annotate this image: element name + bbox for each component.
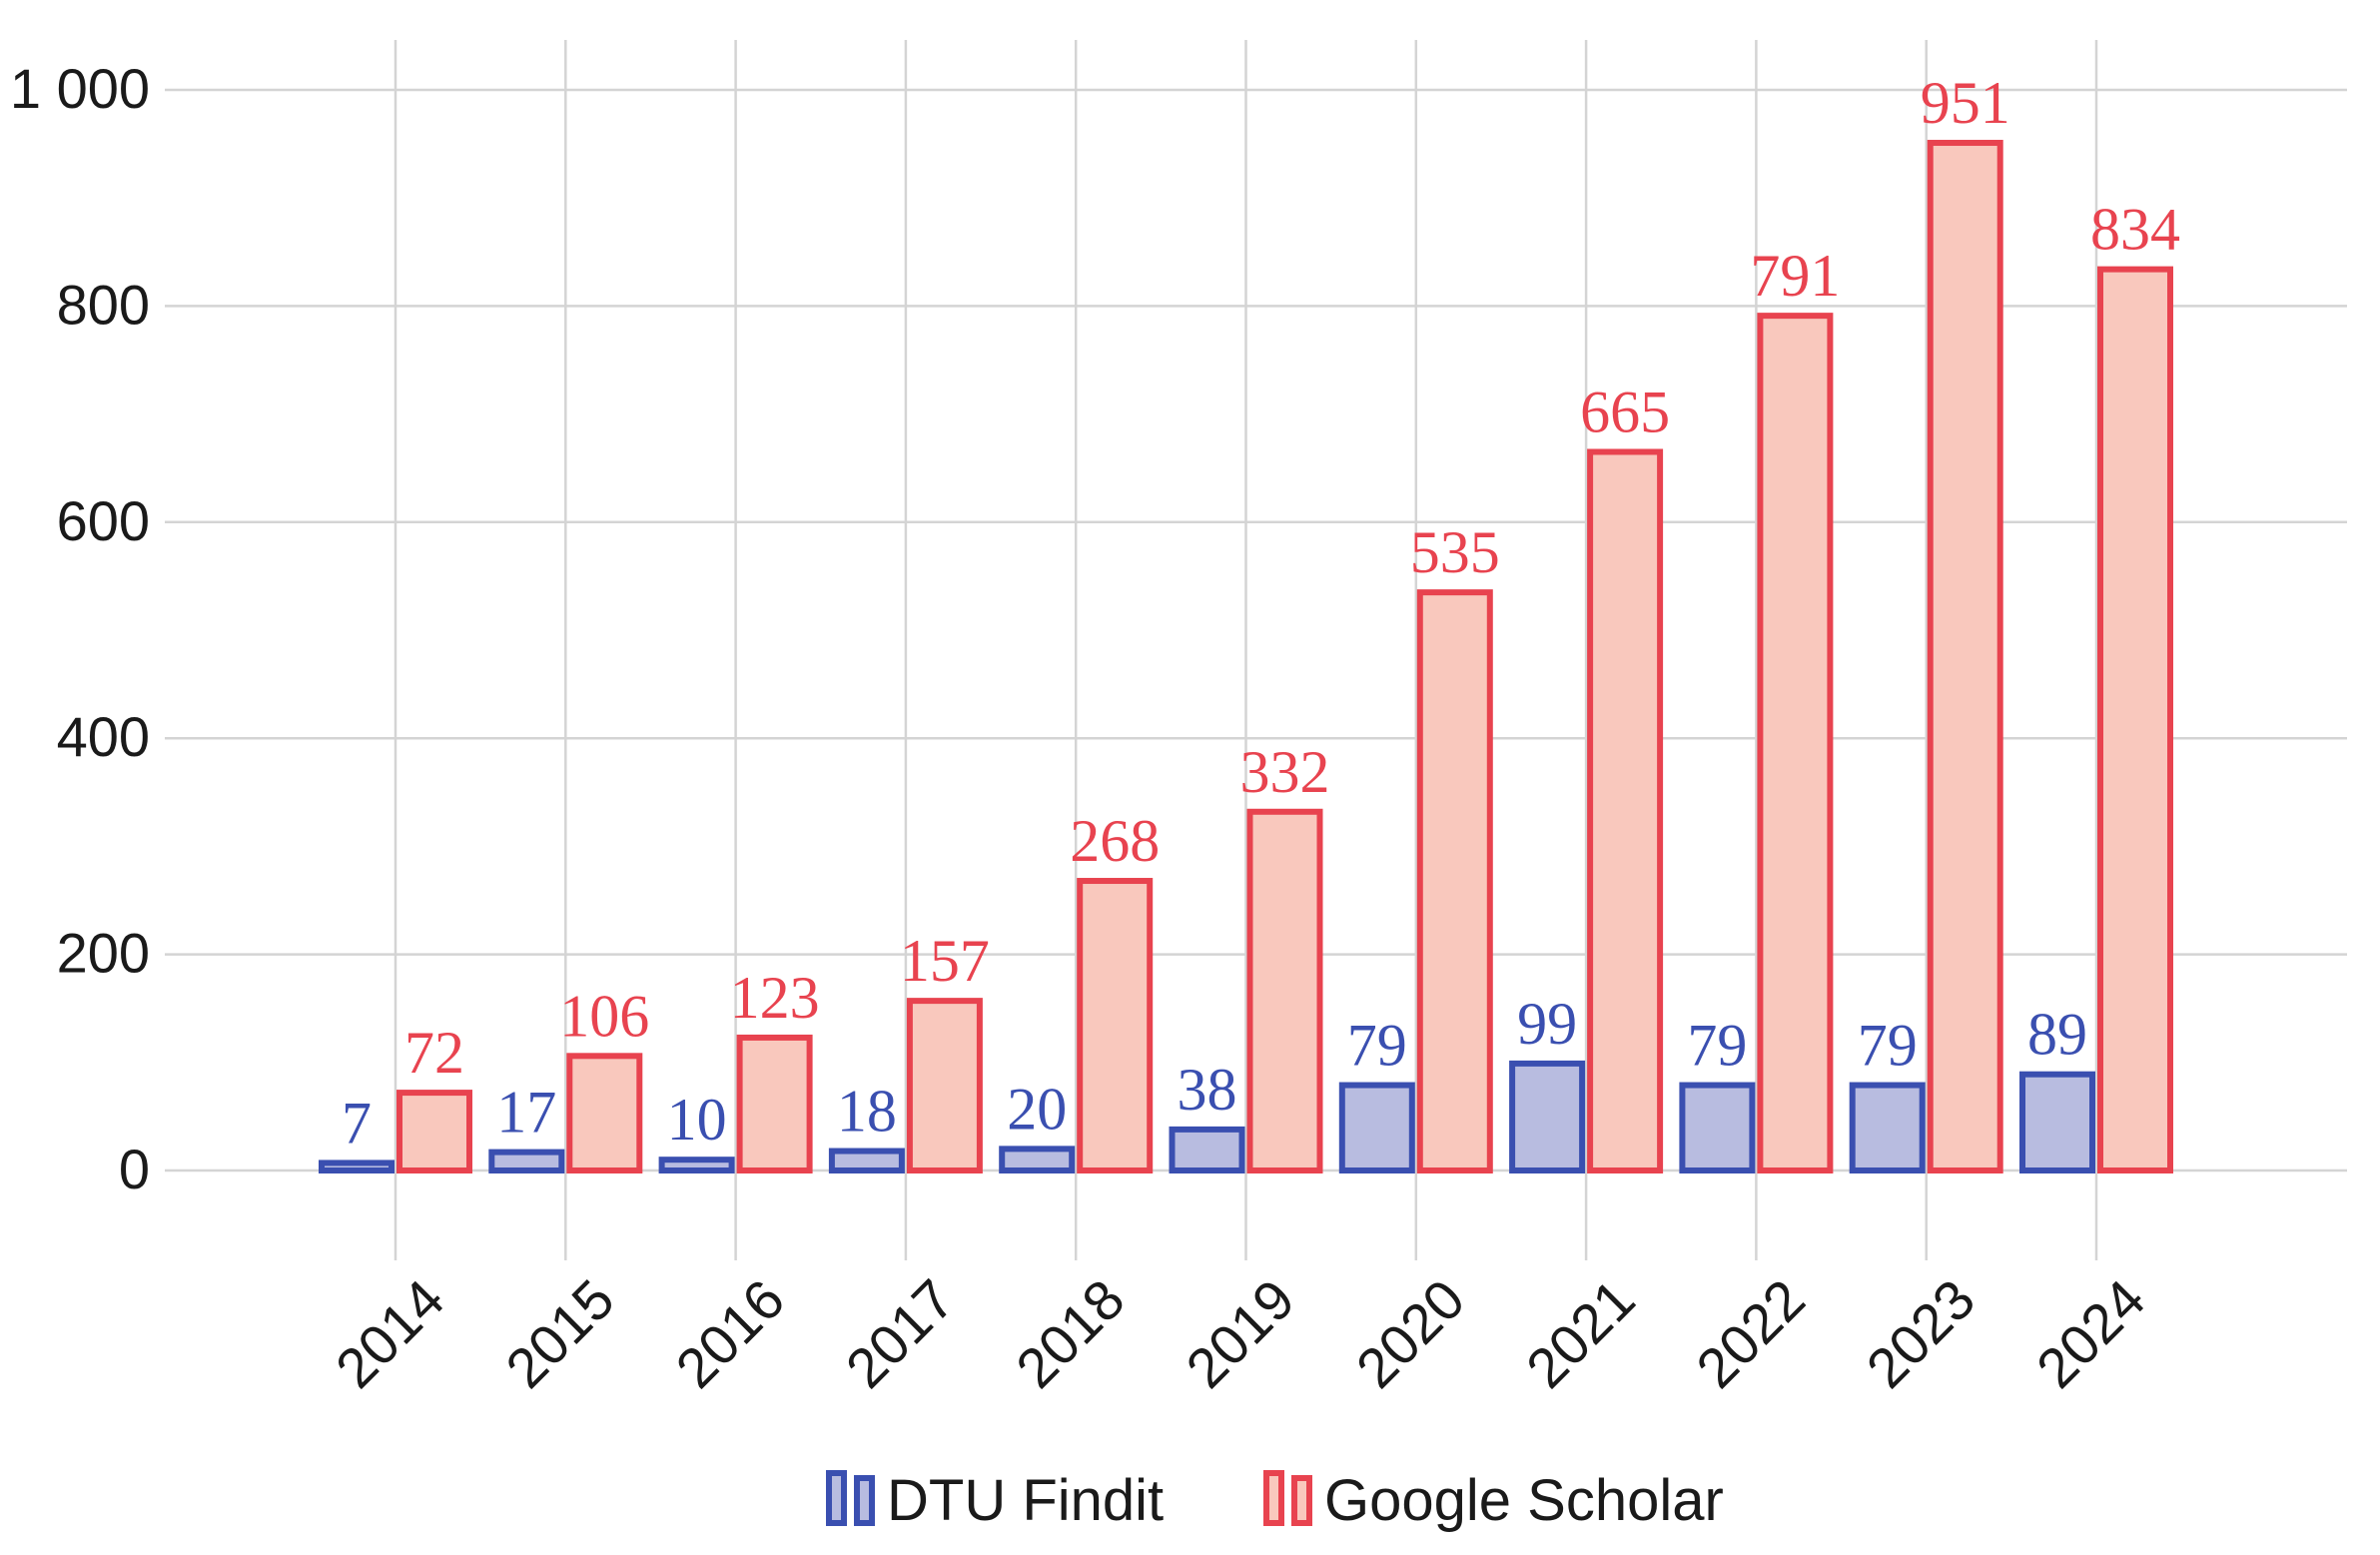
bar <box>1587 448 1664 1174</box>
bar <box>1416 589 1493 1173</box>
data-label: 268 <box>1070 808 1160 874</box>
data-label: 20 <box>1007 1076 1067 1142</box>
bar <box>1077 878 1154 1173</box>
bar <box>1246 808 1323 1173</box>
data-label: 332 <box>1240 739 1330 805</box>
bar <box>1338 1082 1415 1173</box>
bar <box>566 1053 643 1173</box>
x-tick-label: 2019 <box>1174 1267 1306 1400</box>
y-axis: 0 200 400 600 800 1 000 <box>10 57 150 1200</box>
legend-swatch-icon <box>1291 1475 1312 1526</box>
bar <box>1679 1082 1756 1173</box>
bar <box>1169 1126 1245 1174</box>
data-label: 106 <box>559 983 649 1049</box>
x-tick-label: 2018 <box>1004 1267 1137 1400</box>
data-label: 7 <box>342 1090 372 1156</box>
legend-item[interactable]: DTU Findit <box>826 1468 1164 1533</box>
x-tick-label: 2024 <box>2024 1267 2157 1400</box>
data-label: 834 <box>2090 197 2180 263</box>
legend-swatch-icon <box>826 1470 847 1526</box>
x-tick-label: 2015 <box>493 1267 626 1400</box>
legend-label: Google Scholar <box>1324 1468 1724 1533</box>
data-label: 79 <box>1687 1013 1747 1079</box>
x-tick-label: 2017 <box>834 1267 967 1400</box>
bar <box>1927 140 2003 1174</box>
legend-swatch-icon <box>854 1475 875 1526</box>
data-label: 38 <box>1178 1057 1237 1123</box>
data-label: 157 <box>900 928 990 994</box>
data-label: 18 <box>837 1079 897 1145</box>
bar <box>397 1090 472 1173</box>
data-label: 89 <box>2027 1002 2087 1068</box>
data-label: 791 <box>1750 243 1840 309</box>
x-tick-label: 2021 <box>1514 1267 1647 1400</box>
y-tick-label: 1 000 <box>10 57 150 120</box>
data-label: 10 <box>667 1087 727 1153</box>
data-label: 951 <box>1921 70 2010 136</box>
x-tick-label: 2023 <box>1855 1267 1987 1400</box>
bar <box>906 998 983 1173</box>
bar <box>2097 266 2173 1173</box>
data-label: 79 <box>1858 1013 1918 1079</box>
bar <box>2019 1071 2095 1174</box>
bar <box>658 1157 735 1174</box>
x-tick-label: 2022 <box>1684 1267 1817 1400</box>
legend-label: DTU Findit <box>887 1468 1164 1533</box>
x-tick-label: 2020 <box>1344 1267 1477 1400</box>
bar <box>999 1146 1076 1173</box>
legend[interactable]: DTU Findit Google Scholar <box>826 1468 1724 1533</box>
grid-lines <box>165 40 2347 1260</box>
bar <box>736 1034 813 1173</box>
bar <box>1849 1082 1926 1173</box>
y-tick-label: 400 <box>57 705 150 768</box>
y-tick-label: 800 <box>57 273 150 336</box>
data-label: 72 <box>404 1020 464 1086</box>
bars <box>319 140 2173 1174</box>
data-label: 79 <box>1347 1013 1407 1079</box>
y-tick-label: 600 <box>57 489 150 552</box>
bar <box>828 1148 905 1174</box>
y-tick-label: 200 <box>57 922 150 985</box>
legend-swatch-icon <box>1263 1470 1284 1526</box>
bar <box>1509 1060 1586 1173</box>
bar <box>488 1149 565 1173</box>
x-tick-label: 2016 <box>663 1267 796 1400</box>
y-tick-label: 0 <box>119 1138 150 1200</box>
data-label: 665 <box>1580 379 1670 444</box>
data-label: 17 <box>496 1080 556 1146</box>
x-tick-label: 2014 <box>324 1267 456 1400</box>
data-label: 99 <box>1517 991 1577 1057</box>
x-axis: 2014 2015 2016 2017 2018 2019 2020 2021 2022 2023… <box>324 1267 2157 1400</box>
data-label: 123 <box>730 965 820 1031</box>
bar <box>1757 313 1834 1173</box>
legend-item[interactable]: Google Scholar <box>1263 1468 1724 1533</box>
bar <box>319 1160 395 1174</box>
data-label: 535 <box>1410 519 1500 585</box>
